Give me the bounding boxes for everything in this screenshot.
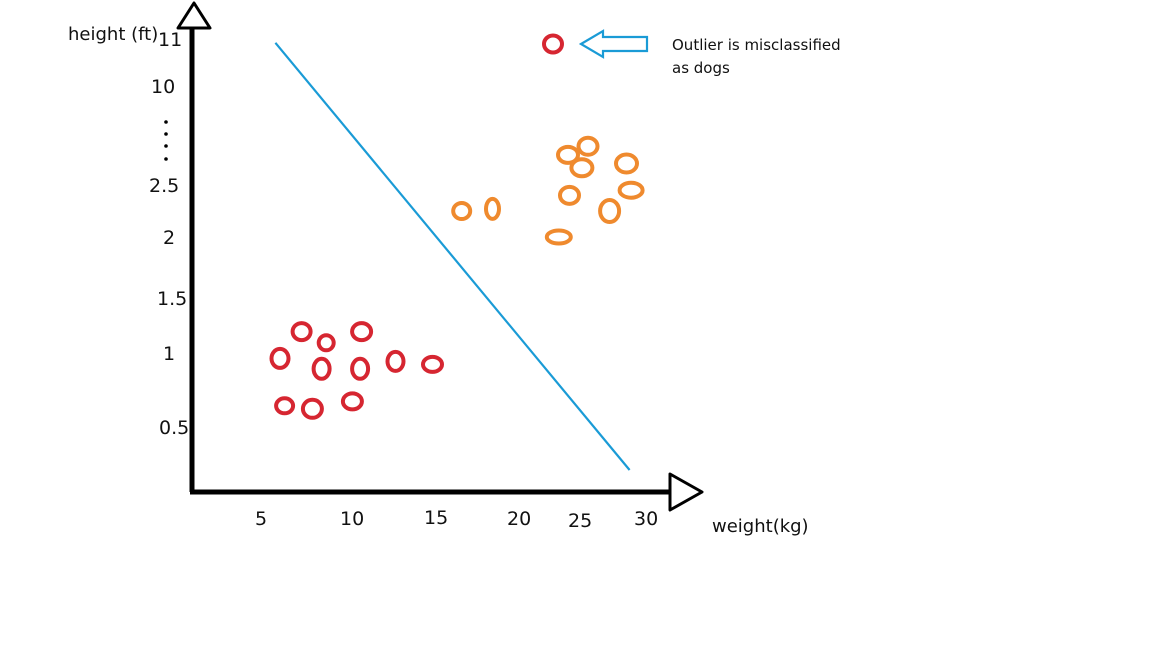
orange-data-point [484, 196, 501, 221]
red-data-point [350, 356, 371, 381]
x-tick-label: 5 [255, 508, 267, 530]
x-tick-labels: 5 10 15 20 25 30 [255, 507, 658, 532]
red-data-point [316, 333, 336, 353]
left-arrow-icon [578, 29, 649, 59]
axis-break-dot [164, 144, 168, 148]
red-data-point [290, 321, 313, 343]
red-data-point [269, 346, 291, 370]
red-data-point [274, 396, 296, 416]
red-data-point [311, 356, 332, 381]
y-tick-label: 10 [151, 76, 175, 98]
x-axis-arrowhead [668, 472, 704, 512]
y-tick-label: 2.5 [149, 175, 179, 197]
y-tick-label: 11 [158, 29, 182, 51]
y-tick-label: 1.5 [157, 288, 187, 310]
axis-break-dot [164, 157, 168, 161]
outlier-annotation: Outlier is misclassified as dogs [542, 29, 841, 77]
orange-data-point [544, 228, 573, 246]
y-tick-label: 2 [163, 227, 175, 249]
red-data-point [421, 354, 444, 374]
y-tick-labels: 11 10 2.5 2 1.5 1 0.5 [149, 29, 189, 439]
axes [176, 1, 704, 512]
x-tick-label: 10 [340, 508, 364, 530]
y-axis-arrowhead [176, 1, 212, 30]
orange-data-point [558, 184, 581, 206]
decision-boundary-line [274, 42, 631, 471]
axis-break-dots [164, 120, 168, 161]
axis-break-dot [164, 120, 168, 124]
data-points [269, 135, 645, 420]
orange-data-point [617, 180, 645, 200]
annotation-text-line1: Outlier is misclassified [672, 36, 841, 54]
orange-data-point [569, 157, 595, 179]
red-data-point [350, 321, 374, 343]
orange-data-point [598, 198, 622, 224]
outlier-marker [542, 33, 564, 55]
x-tick-label: 25 [568, 510, 592, 532]
x-tick-label: 30 [634, 508, 658, 530]
orange-data-point [451, 201, 473, 221]
annotation-text-line2: as dogs [672, 59, 730, 77]
y-tick-label: 1 [163, 343, 175, 365]
red-data-point [300, 397, 324, 420]
y-axis-label: height (ft) [68, 24, 158, 45]
orange-data-point [556, 144, 580, 165]
x-axis-label: weight(kg) [712, 516, 809, 537]
orange-data-point [576, 135, 600, 157]
x-tick-label: 15 [424, 507, 448, 529]
orange-data-point [614, 152, 639, 175]
x-tick-label: 20 [507, 508, 531, 530]
red-data-point [385, 349, 406, 373]
red-data-point [340, 391, 364, 412]
y-tick-label: 0.5 [159, 417, 189, 439]
axis-break-dot [164, 132, 168, 136]
